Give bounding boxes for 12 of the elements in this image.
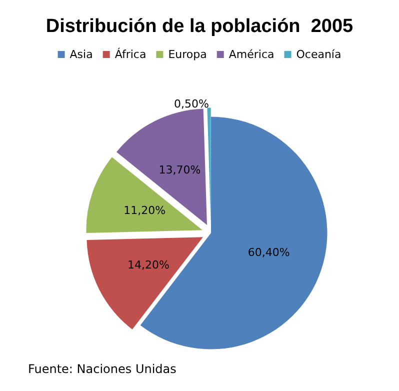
legend-label: América <box>228 48 274 61</box>
legend-label: Oceanía <box>296 48 342 61</box>
chart-title: Distribución de la población 2005 <box>46 16 354 37</box>
legend-label: Asia <box>70 48 93 61</box>
data-label: 14,20% <box>128 258 170 272</box>
data-label: 13,70% <box>158 164 201 177</box>
legend-label: África <box>114 47 146 61</box>
data-label: 0,50% <box>174 97 209 110</box>
data-label: 60,40% <box>248 246 290 260</box>
source-note: Fuente: Naciones Unidas <box>28 362 176 376</box>
data-label: 11,20% <box>124 204 166 217</box>
legend-label: Europa <box>168 48 207 61</box>
